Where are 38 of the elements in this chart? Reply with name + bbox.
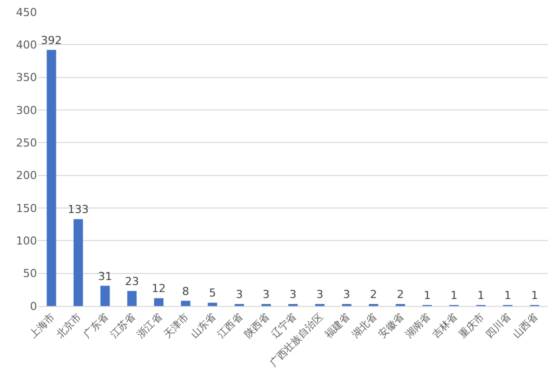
bar xyxy=(180,300,190,306)
data-label: 392 xyxy=(40,34,62,47)
y-tick-label: 200 xyxy=(16,169,37,182)
y-tick-label: 150 xyxy=(16,202,37,215)
data-label: 12 xyxy=(152,282,166,296)
data-label: 3 xyxy=(262,288,270,301)
data-label: 5 xyxy=(208,286,216,300)
y-tick-label: 450 xyxy=(16,6,37,19)
x-tick-label: 山西省 xyxy=(510,311,540,341)
y-tick-label: 350 xyxy=(16,71,37,84)
data-label: 3 xyxy=(290,288,296,301)
bar xyxy=(100,286,110,306)
bar xyxy=(46,50,56,306)
y-tick-label: 100 xyxy=(16,234,37,248)
data-label: 2 xyxy=(370,288,378,301)
data-label: 133 xyxy=(68,203,89,216)
data-label: 2 xyxy=(396,288,404,301)
y-tick-label: 0 xyxy=(30,300,37,313)
y-tick-label: 250 xyxy=(16,136,37,150)
data-label: 1 xyxy=(531,289,538,302)
data-label: 1 xyxy=(504,289,512,302)
y-tick-label: 300 xyxy=(16,104,37,117)
data-label: 8 xyxy=(182,284,190,298)
data-label: 3 xyxy=(236,288,243,301)
data-label: 1 xyxy=(477,289,484,302)
bar xyxy=(154,298,164,306)
bar xyxy=(208,302,218,306)
data-label: 23 xyxy=(124,274,139,288)
data-label: 3 xyxy=(316,288,324,301)
bar xyxy=(74,219,83,306)
y-tick-label: 400 xyxy=(16,38,37,52)
data-label: 1 xyxy=(424,289,431,302)
bar xyxy=(127,290,137,306)
y-tick-label: 50 xyxy=(23,267,37,280)
data-label: 31 xyxy=(98,270,112,283)
data-label: 3 xyxy=(343,288,350,301)
x-tick-label: 陕西省 xyxy=(242,311,272,341)
data-label: 1 xyxy=(450,289,458,302)
